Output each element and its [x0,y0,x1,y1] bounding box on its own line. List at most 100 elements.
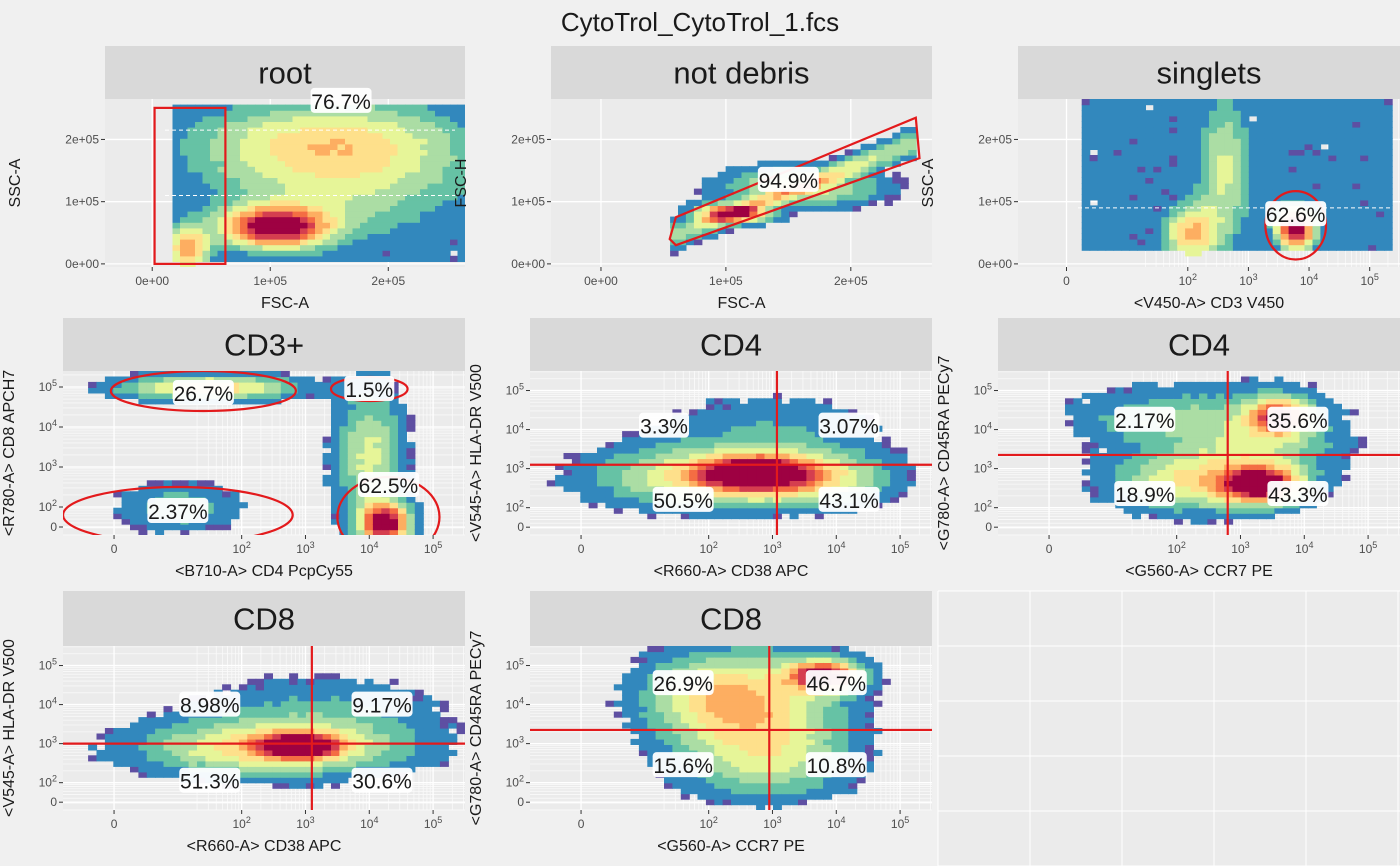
density-cell [1280,99,1290,106]
density-cell [1291,458,1301,465]
density-cell [1161,160,1170,167]
density-cell [798,502,807,509]
density-cell [747,491,757,498]
density-cell [138,371,148,378]
density-cell [412,255,421,262]
density-cell [1272,104,1282,111]
density-cell [1360,155,1369,162]
density-cell [828,171,838,178]
density-cell [331,491,340,498]
density-cell [638,502,648,509]
density-cell [844,205,854,212]
density-cell [1324,447,1334,454]
density-cell [457,211,465,218]
density-cell [1232,513,1242,520]
density-cell [1081,199,1091,206]
density-cell [337,194,346,201]
density-cell [1193,244,1202,251]
density-cell [1098,458,1108,465]
density-cell [714,420,724,427]
density-cell [322,149,331,156]
density-cell [1264,143,1274,150]
density-cell [352,227,361,234]
density-cell [1157,507,1167,514]
density-cell [1264,177,1274,184]
density-cell [1137,104,1146,111]
density-cell [844,149,854,156]
density-cell [781,480,791,487]
density-cell [876,171,885,178]
density-cell [1240,387,1250,394]
density-cell [1288,121,1298,128]
density-cell [1344,110,1353,117]
density-cell [330,121,339,128]
density-cell [412,244,421,251]
density-cell [300,160,309,167]
density-cell [307,188,316,195]
density-cell [722,474,732,481]
density-cell [180,121,189,128]
density-cell [664,474,673,481]
density-cell [372,447,382,454]
density-cell [1384,177,1393,184]
density-cell [892,143,901,150]
density-cell [1201,166,1210,173]
density-cell [1199,491,1208,498]
density-cell [1121,194,1131,201]
density-cell [1185,155,1194,162]
density-cell [202,121,211,128]
density-cell [1098,398,1108,405]
density-cell [307,183,316,190]
density-cell [180,188,189,195]
density-cell [331,507,340,514]
density-cell [701,177,711,184]
density-cell [1089,99,1099,106]
density-cell [230,398,240,405]
density-cell [1097,115,1107,122]
density-cell [1161,211,1170,218]
density-cell [172,155,181,162]
density-cell [1137,132,1146,139]
density-cell [1249,420,1259,427]
density-cell [398,502,407,509]
density-cell [1217,104,1226,111]
density-cell [884,160,893,167]
density-cell [1182,480,1192,487]
density-cell [1199,496,1208,503]
x-axis-title: <V450-A> CD3 V450 [1134,295,1284,312]
density-cell [1288,239,1298,246]
density-cell [1201,143,1210,150]
density-cell [1232,387,1242,394]
density-cell [1324,458,1334,465]
density-cell [1140,463,1150,470]
density-cell [1089,244,1099,251]
density-cell [1169,132,1178,139]
density-cell [345,194,354,201]
density-cell [1215,491,1225,498]
density-cell [789,507,799,514]
density-cell [1336,99,1345,106]
density-cell [272,392,282,399]
density-cell [1199,431,1208,438]
density-cell [292,233,301,240]
density-cell [1257,463,1267,470]
density-cell [1248,155,1258,162]
density-cell [722,502,732,509]
density-cell [238,387,248,394]
density-cell [210,194,219,201]
density-cell [205,480,215,487]
density-cell [823,458,833,465]
density-cell [163,480,173,487]
density-cell [1097,183,1107,190]
density-cell [756,403,766,410]
density-cell [195,199,204,206]
density-cell [1320,177,1329,184]
density-cell [1352,121,1361,128]
density-cell [322,155,331,162]
density-cell [1201,199,1210,206]
density-cell [781,409,791,416]
density-cell [1177,115,1186,122]
density-cell [1185,160,1194,167]
density-cell [1215,474,1225,481]
density-cell [397,138,406,145]
